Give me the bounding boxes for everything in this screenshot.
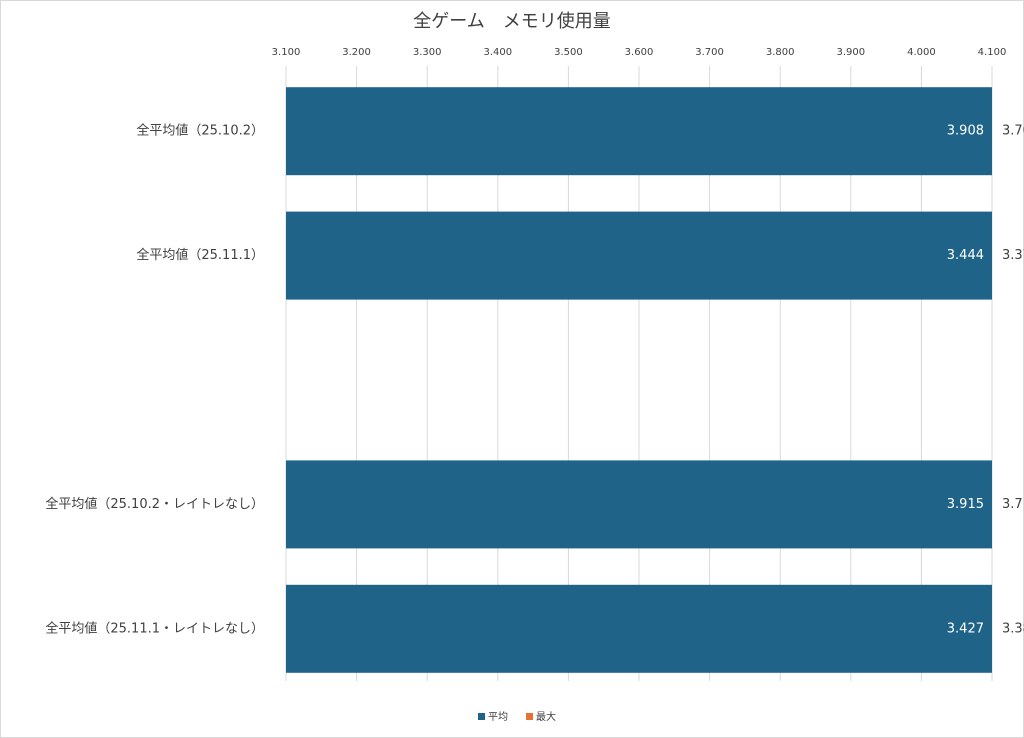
- bar-segment: [286, 460, 992, 549]
- x-tick-label: 3.500: [554, 47, 583, 58]
- value-label: 3.915: [947, 497, 984, 512]
- x-tick-label: 3.200: [342, 47, 371, 58]
- y-tick-label: 全平均値（25.10.2）: [136, 123, 264, 139]
- bar-segment: [286, 87, 992, 176]
- x-tick-label: 3.900: [836, 47, 865, 58]
- x-tick-label: 3.400: [483, 47, 512, 58]
- value-label: 3.710: [1002, 497, 1024, 512]
- x-tick-label: 3.600: [625, 47, 654, 58]
- legend-label: 最大: [536, 710, 556, 723]
- y-tick-label: 全平均値（25.11.1・レイトレなし）: [45, 620, 264, 636]
- bar-segment: [286, 211, 992, 300]
- x-tick-label: 3.700: [695, 47, 724, 58]
- legend-label: 平均: [488, 711, 508, 723]
- chart-title: 全ゲーム メモリ使用量: [413, 11, 610, 32]
- x-tick-label: 3.300: [413, 47, 442, 58]
- legend-swatch: [526, 713, 533, 720]
- value-label: 3.383: [1002, 621, 1024, 636]
- value-label: 3.704: [1002, 124, 1024, 139]
- x-tick-label: 3.800: [766, 47, 795, 58]
- x-tick-label: 3.100: [272, 47, 301, 58]
- value-label: 3.427: [947, 621, 984, 636]
- bar-segment: [286, 584, 992, 673]
- value-label: 3.444: [947, 248, 984, 263]
- x-tick-label: 4.100: [978, 47, 1007, 58]
- y-tick-label: 全平均値（25.10.2・レイトレなし）: [45, 496, 264, 512]
- x-tick-label: 4.000: [907, 47, 936, 58]
- y-tick-label: 全平均値（25.11.1）: [136, 247, 264, 263]
- value-label: 3.908: [947, 124, 984, 139]
- value-label: 3.373: [1002, 248, 1024, 263]
- legend-swatch: [478, 713, 485, 720]
